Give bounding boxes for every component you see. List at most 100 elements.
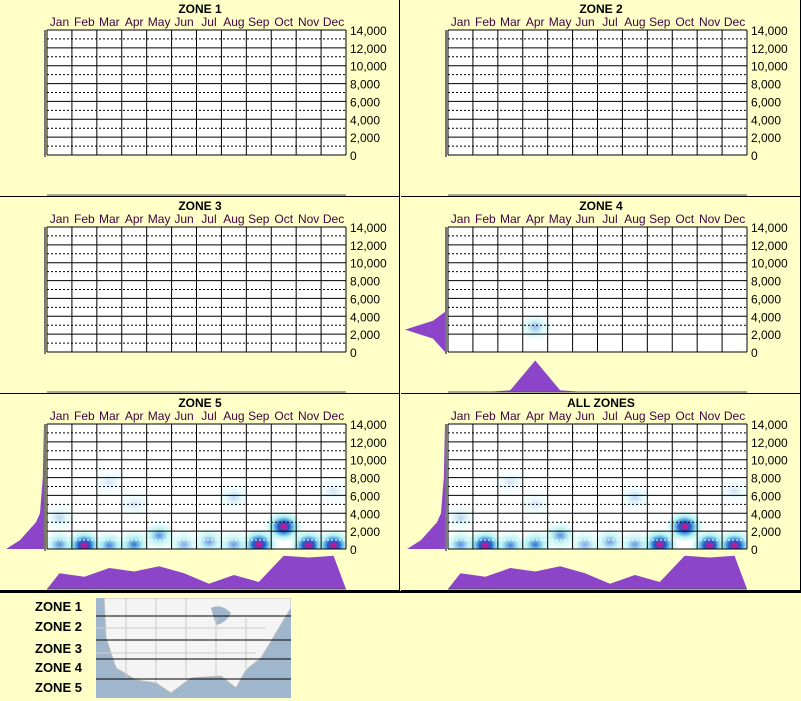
month-label: Sep <box>248 409 270 423</box>
month-label: Jul <box>602 212 617 226</box>
month-label: Apr <box>526 212 545 226</box>
heat-spot <box>316 476 346 505</box>
y-tick-label: 8,000 <box>350 78 380 92</box>
month-label: Jul <box>201 409 216 423</box>
y-tick-label: 14,000 <box>751 418 788 432</box>
y-tick-label: 8,000 <box>350 472 380 486</box>
heat-spot <box>618 483 652 512</box>
panel-title: ZONE 1 <box>178 2 222 16</box>
us-map-graphic <box>96 598 291 694</box>
month-label: Aug <box>223 15 244 29</box>
y-tick-label: 0 <box>751 149 758 163</box>
month-label: Dec <box>724 15 745 29</box>
month-label: Dec <box>323 409 344 423</box>
y-tick-label: 12,000 <box>751 239 788 253</box>
legend-zone-3: ZONE 3 <box>35 641 82 656</box>
legend-zone-1: ZONE 1 <box>35 599 82 614</box>
month-label: Sep <box>248 212 270 226</box>
panel-title: ZONE 3 <box>178 199 222 213</box>
heat-spot <box>493 468 528 497</box>
month-label: May <box>549 212 572 226</box>
heat-spot <box>448 503 478 532</box>
month-label: Oct <box>274 409 293 423</box>
month-label: Jul <box>602 15 617 29</box>
heat-spot <box>117 490 152 519</box>
month-label: Feb <box>74 409 95 423</box>
monthly-distribution <box>448 555 747 589</box>
legend-zone-4: ZONE 4 <box>35 660 82 675</box>
month-label: Apr <box>125 409 144 423</box>
heat-spot <box>92 468 127 497</box>
month-label: Apr <box>125 212 144 226</box>
y-tick-label: 8,000 <box>751 275 781 289</box>
month-label: May <box>549 409 572 423</box>
panel-zone-3: ZONE 3 Jan Feb Mar Apr May Jun Jul Aug Sep Oct Nov D… <box>0 197 400 394</box>
month-label: Feb <box>475 15 496 29</box>
y-tick-label: 0 <box>751 543 758 557</box>
month-label: Nov <box>298 212 319 226</box>
monthly-distribution <box>448 360 747 392</box>
month-label: Sep <box>649 15 671 29</box>
month-label: Nov <box>699 212 720 226</box>
heat-spot <box>518 313 553 341</box>
y-tick-label: 10,000 <box>350 60 387 74</box>
y-tick-label: 2,000 <box>751 131 781 145</box>
heat-spot <box>264 510 303 543</box>
y-tick-label: 2,000 <box>350 131 380 145</box>
month-label: Oct <box>274 212 293 226</box>
y-tick-label: 6,000 <box>350 95 380 109</box>
legend-zone-5: ZONE 5 <box>35 680 82 695</box>
y-tick-label: 10,000 <box>350 257 387 271</box>
month-label: Aug <box>223 409 244 423</box>
panel-zone-2: ZONE 2 Jan Feb Mar Apr May Jun Jul Aug Sep Oct Nov D… <box>401 0 801 197</box>
month-label: Oct <box>675 15 694 29</box>
month-label: Mar <box>99 409 120 423</box>
month-label: Oct <box>274 15 293 29</box>
y-tick-label: 6,000 <box>751 489 781 503</box>
month-label: May <box>549 15 572 29</box>
heat-spot <box>568 530 602 549</box>
y-tick-label: 6,000 <box>751 95 781 109</box>
month-label: Nov <box>699 409 720 423</box>
month-label: Dec <box>724 409 745 423</box>
y-tick-label: 4,000 <box>350 310 380 324</box>
month-label: Mar <box>500 212 521 226</box>
month-label: Aug <box>223 212 244 226</box>
y-tick-label: 14,000 <box>751 221 788 235</box>
y-tick-label: 6,000 <box>350 489 380 503</box>
heat-spot <box>715 529 747 549</box>
month-label: May <box>148 212 171 226</box>
month-label: Jul <box>201 15 216 29</box>
month-label: Jan <box>451 212 470 226</box>
heat-spot <box>314 529 346 549</box>
y-tick-label: 14,000 <box>350 221 387 235</box>
y-tick-label: 10,000 <box>751 60 788 74</box>
month-label: Jul <box>602 409 617 423</box>
month-label: Nov <box>699 15 720 29</box>
month-label: Feb <box>475 212 496 226</box>
month-label: Jan <box>50 409 69 423</box>
y-tick-label: 2,000 <box>350 525 380 539</box>
panel-zone-4: ZONE 4 Jan Feb Mar Apr May Jun Jul Aug Sep Oct Nov D… <box>401 197 801 394</box>
altitude-distribution <box>407 424 445 549</box>
heat-spot <box>618 530 652 549</box>
month-label: Jun <box>174 212 193 226</box>
y-tick-label: 10,000 <box>350 454 387 468</box>
panel-title: ZONE 2 <box>579 2 623 16</box>
y-tick-label: 8,000 <box>751 78 781 92</box>
month-label: Apr <box>526 409 545 423</box>
month-label: Sep <box>649 409 671 423</box>
month-label: Nov <box>298 15 319 29</box>
y-tick-label: 8,000 <box>751 472 781 486</box>
month-label: May <box>148 15 171 29</box>
panel-all-zones: ALL ZONES Jan Feb Mar Apr May Jun Jul Aug Sep Oct N… <box>401 394 801 591</box>
month-label: Nov <box>298 409 319 423</box>
month-label: Feb <box>74 212 95 226</box>
month-label: Sep <box>649 212 671 226</box>
month-label: Oct <box>675 212 694 226</box>
month-label: Mar <box>500 15 521 29</box>
altitude-distribution <box>6 424 44 549</box>
month-label: Mar <box>500 409 521 423</box>
y-tick-label: 14,000 <box>350 24 387 38</box>
y-tick-label: 12,000 <box>350 239 387 253</box>
